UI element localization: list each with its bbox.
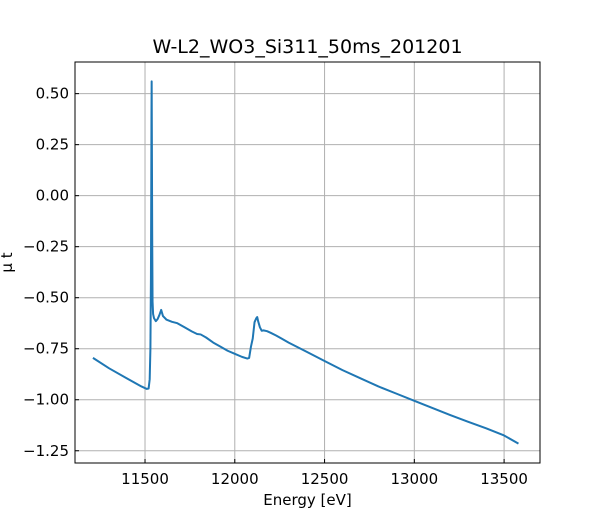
x-tick-label: 12500 — [301, 470, 349, 488]
x-tick-label: 13000 — [390, 470, 438, 488]
x-tick-label: 11500 — [121, 470, 169, 488]
series-line — [92, 80, 519, 445]
y-axis-ticks: 0.50 0.25 0.00 −0.25 −0.50 −0.75 −1.00 −1.25 — [23, 85, 79, 460]
y-tick-label: 0.00 — [36, 187, 69, 205]
x-tick-label: 13500 — [480, 470, 528, 488]
plot-frame — [74, 61, 541, 464]
y-axis-label: μ t — [0, 252, 16, 272]
y-tick-label: 0.25 — [36, 136, 69, 154]
y-tick-label: −1.00 — [23, 391, 69, 409]
chart-title: W-L2_WO3_Si311_50ms_201201 — [152, 36, 462, 58]
y-tick-label: −1.25 — [23, 442, 69, 460]
y-tick-label: −0.25 — [23, 238, 69, 256]
y-tick-label: −0.50 — [23, 289, 69, 307]
x-axis-label: Energy [eV] — [263, 491, 351, 509]
x-tick-label: 12000 — [211, 470, 259, 488]
y-tick-label: −0.75 — [23, 340, 69, 358]
x-axis-ticks: 11500 12000 12500 13000 13500 — [121, 459, 528, 488]
y-tick-label: 0.50 — [36, 85, 69, 103]
